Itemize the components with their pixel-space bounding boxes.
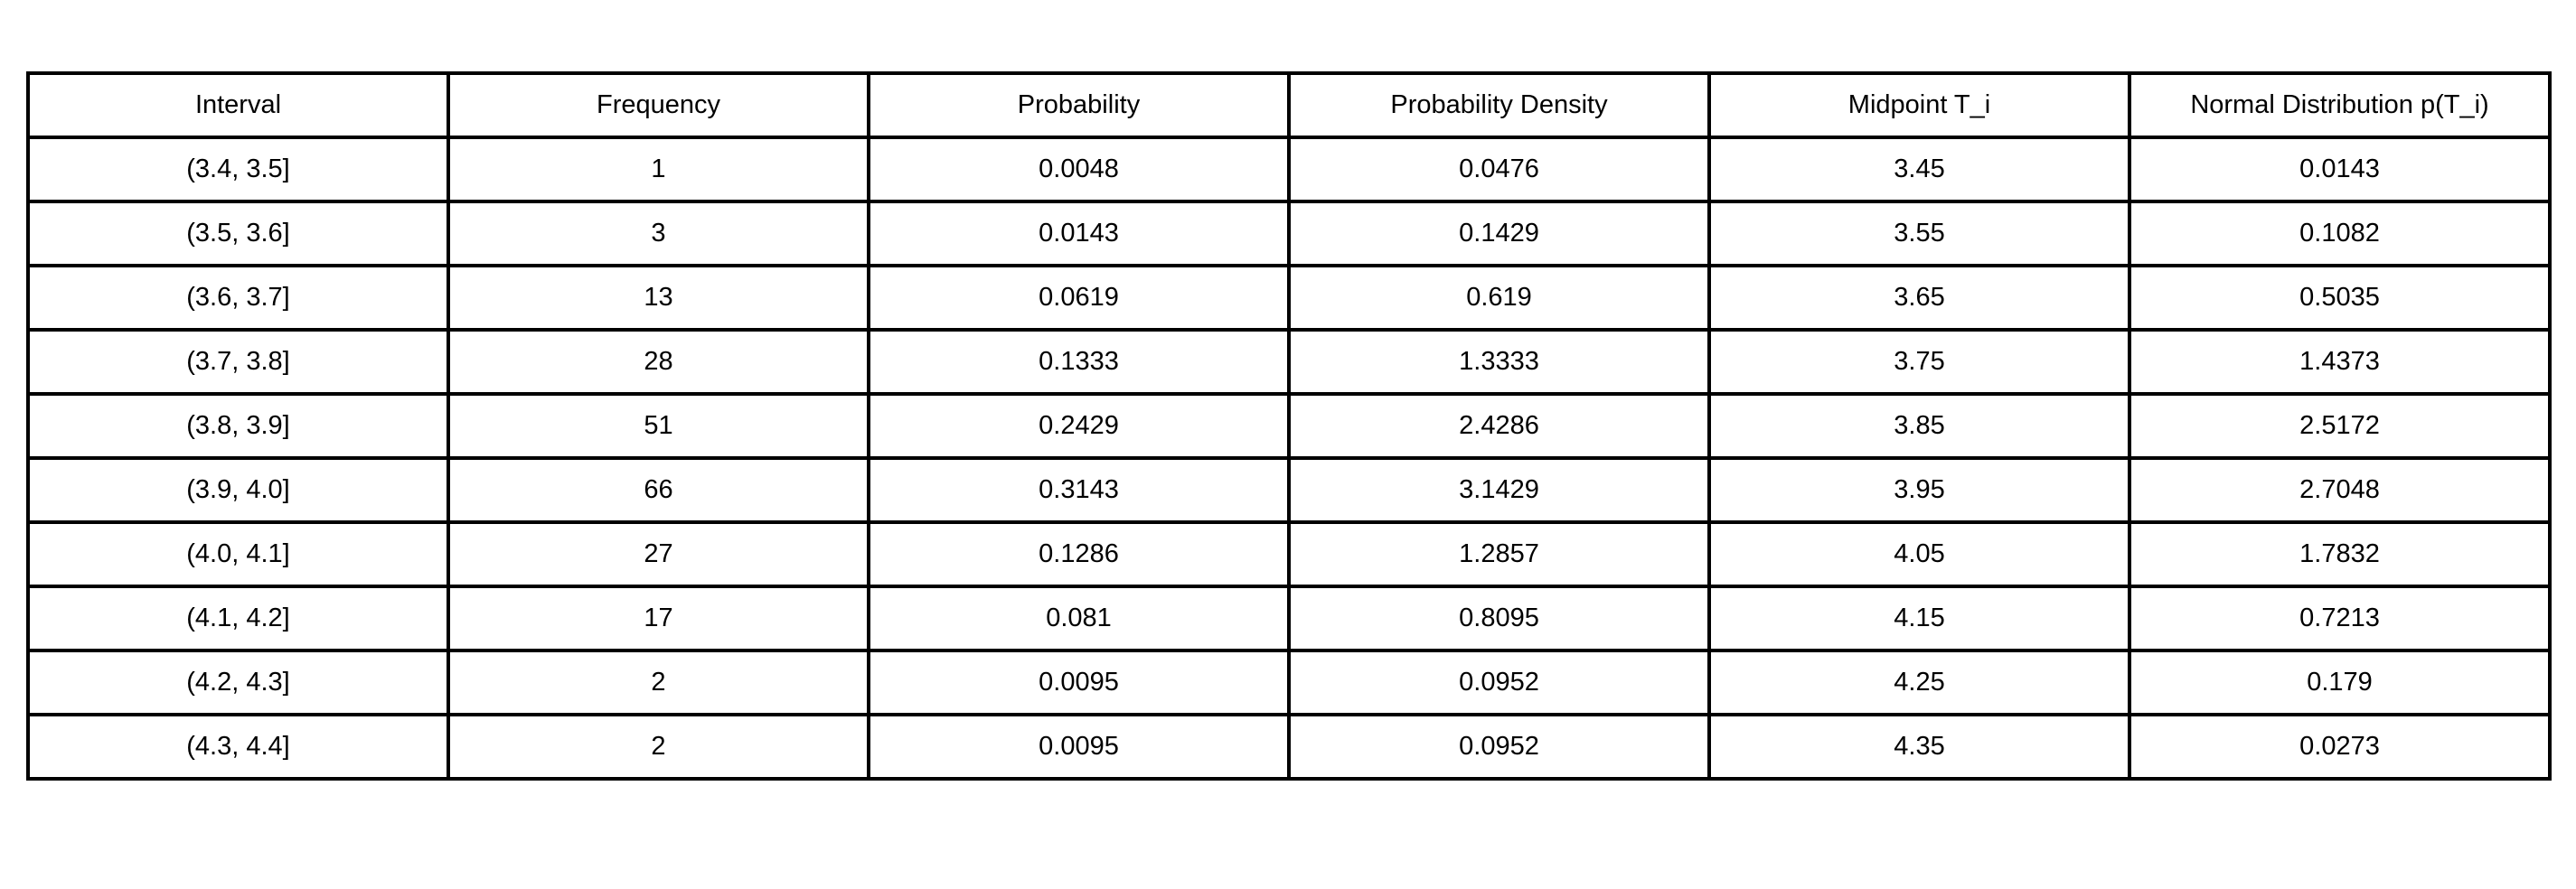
table-row: (4.2, 4.3] 2 0.0095 0.0952 4.25 0.179 xyxy=(26,649,2552,716)
cell-midpoint: 4.15 xyxy=(1707,585,2131,652)
cell-midpoint: 3.65 xyxy=(1707,264,2131,332)
header-probability-density: Probability Density xyxy=(1287,71,1711,139)
table-row: (3.5, 3.6] 3 0.0143 0.1429 3.55 0.1082 xyxy=(26,200,2552,267)
cell-normal-distribution: 0.7213 xyxy=(2128,585,2552,652)
cell-normal-distribution: 0.1082 xyxy=(2128,200,2552,267)
cell-midpoint: 4.25 xyxy=(1707,649,2131,716)
cell-normal-distribution: 0.179 xyxy=(2128,649,2552,716)
cell-interval: (3.9, 4.0] xyxy=(26,456,450,524)
cell-normal-distribution: 1.7832 xyxy=(2128,520,2552,588)
table-row: (4.0, 4.1] 27 0.1286 1.2857 4.05 1.7832 xyxy=(26,520,2552,588)
cell-probability-density: 0.8095 xyxy=(1287,585,1711,652)
frequency-table: Interval Frequency Probability Probabili… xyxy=(26,71,2552,781)
cell-probability-density: 1.3333 xyxy=(1287,328,1711,396)
cell-probability-density: 0.0952 xyxy=(1287,649,1711,716)
cell-midpoint: 3.75 xyxy=(1707,328,2131,396)
cell-probability: 0.081 xyxy=(867,585,1291,652)
cell-interval: (4.2, 4.3] xyxy=(26,649,450,716)
cell-probability: 0.0095 xyxy=(867,713,1291,781)
cell-midpoint: 4.05 xyxy=(1707,520,2131,588)
cell-normal-distribution: 2.5172 xyxy=(2128,392,2552,460)
table-row: (3.7, 3.8] 28 0.1333 1.3333 3.75 1.4373 xyxy=(26,328,2552,396)
cell-midpoint: 3.85 xyxy=(1707,392,2131,460)
header-midpoint: Midpoint T_i xyxy=(1707,71,2131,139)
cell-probability: 0.0095 xyxy=(867,649,1291,716)
cell-probability-density: 0.0952 xyxy=(1287,713,1711,781)
cell-interval: (4.0, 4.1] xyxy=(26,520,450,588)
table-row: (3.4, 3.5] 1 0.0048 0.0476 3.45 0.0143 xyxy=(26,136,2552,203)
cell-frequency: 2 xyxy=(447,649,870,716)
cell-frequency: 66 xyxy=(447,456,870,524)
cell-frequency: 1 xyxy=(447,136,870,203)
cell-midpoint: 3.95 xyxy=(1707,456,2131,524)
header-probability: Probability xyxy=(867,71,1291,139)
cell-probability: 0.3143 xyxy=(867,456,1291,524)
cell-interval: (4.3, 4.4] xyxy=(26,713,450,781)
cell-probability-density: 3.1429 xyxy=(1287,456,1711,524)
cell-probability: 0.1333 xyxy=(867,328,1291,396)
cell-frequency: 51 xyxy=(447,392,870,460)
cell-probability: 0.0143 xyxy=(867,200,1291,267)
cell-interval: (3.5, 3.6] xyxy=(26,200,450,267)
cell-probability: 0.1286 xyxy=(867,520,1291,588)
table-body: (3.4, 3.5] 1 0.0048 0.0476 3.45 0.0143 (3.5, 3… xyxy=(26,136,2552,781)
cell-normal-distribution: 0.5035 xyxy=(2128,264,2552,332)
cell-normal-distribution: 0.0273 xyxy=(2128,713,2552,781)
cell-interval: (4.1, 4.2] xyxy=(26,585,450,652)
table-row: (3.6, 3.7] 13 0.0619 0.619 3.65 0.5035 xyxy=(26,264,2552,332)
cell-probability-density: 0.0476 xyxy=(1287,136,1711,203)
cell-probability: 0.2429 xyxy=(867,392,1291,460)
cell-probability: 0.0048 xyxy=(867,136,1291,203)
cell-interval: (3.4, 3.5] xyxy=(26,136,450,203)
cell-midpoint: 3.45 xyxy=(1707,136,2131,203)
cell-frequency: 27 xyxy=(447,520,870,588)
cell-midpoint: 4.35 xyxy=(1707,713,2131,781)
cell-midpoint: 3.55 xyxy=(1707,200,2131,267)
cell-frequency: 3 xyxy=(447,200,870,267)
cell-frequency: 28 xyxy=(447,328,870,396)
cell-probability-density: 2.4286 xyxy=(1287,392,1711,460)
header-interval: Interval xyxy=(26,71,450,139)
cell-normal-distribution: 0.0143 xyxy=(2128,136,2552,203)
table-header-row: Interval Frequency Probability Probabili… xyxy=(26,71,2552,139)
cell-frequency: 17 xyxy=(447,585,870,652)
cell-probability: 0.0619 xyxy=(867,264,1291,332)
table-row: (4.3, 4.4] 2 0.0095 0.0952 4.35 0.0273 xyxy=(26,713,2552,781)
header-frequency: Frequency xyxy=(447,71,870,139)
cell-probability-density: 1.2857 xyxy=(1287,520,1711,588)
header-normal-distribution: Normal Distribution p(T_i) xyxy=(2128,71,2552,139)
cell-normal-distribution: 1.4373 xyxy=(2128,328,2552,396)
cell-interval: (3.8, 3.9] xyxy=(26,392,450,460)
cell-normal-distribution: 2.7048 xyxy=(2128,456,2552,524)
table-row: (4.1, 4.2] 17 0.081 0.8095 4.15 0.7213 xyxy=(26,585,2552,652)
cell-probability-density: 0.619 xyxy=(1287,264,1711,332)
cell-interval: (3.6, 3.7] xyxy=(26,264,450,332)
cell-frequency: 2 xyxy=(447,713,870,781)
cell-probability-density: 0.1429 xyxy=(1287,200,1711,267)
cell-interval: (3.7, 3.8] xyxy=(26,328,450,396)
cell-frequency: 13 xyxy=(447,264,870,332)
table-row: (3.9, 4.0] 66 0.3143 3.1429 3.95 2.7048 xyxy=(26,456,2552,524)
table-row: (3.8, 3.9] 51 0.2429 2.4286 3.85 2.5172 xyxy=(26,392,2552,460)
